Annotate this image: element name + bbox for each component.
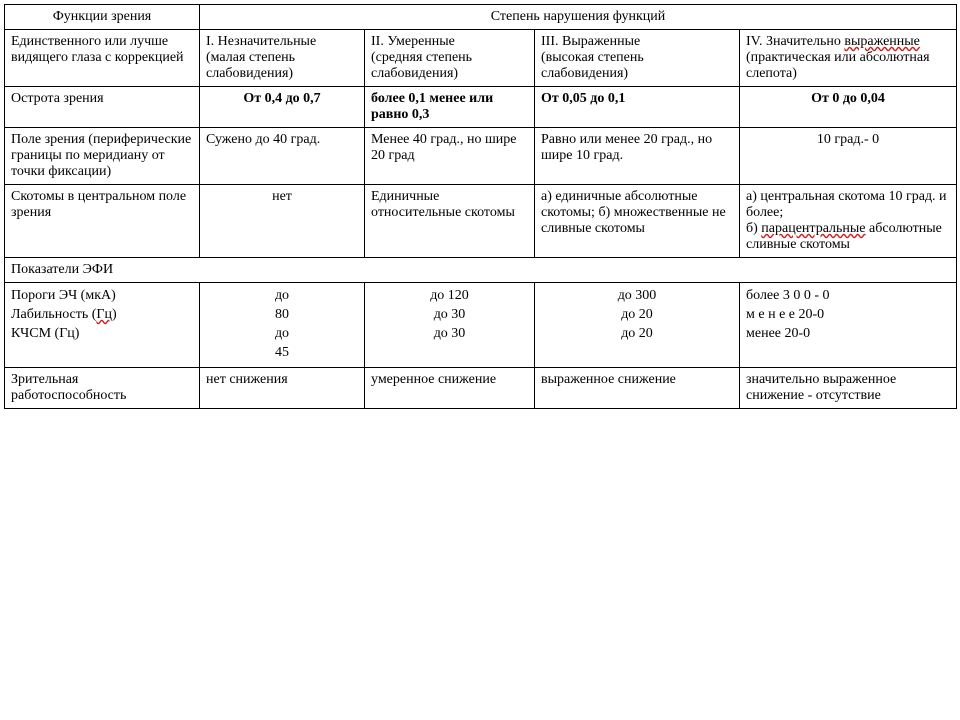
table-header-row: Функции зрения Степень нарушения функций: [5, 5, 957, 30]
efi-c4: более 3 0 0 - 0 м е н е е 20-0 менее 20-…: [740, 283, 957, 368]
severity-c3-title: III. Выраженные: [541, 34, 640, 49]
field-row: Поле зрения (периферические границы по м…: [5, 128, 957, 185]
efi-c3-v3: до 20: [541, 325, 733, 344]
vision-impairment-table: Функции зрения Степень нарушения функций…: [4, 4, 957, 409]
efi-c2-v3: до 30: [371, 325, 528, 344]
efi-c1-v4: 45: [206, 344, 358, 363]
acuity-c4: От 0 до 0,04: [740, 87, 957, 128]
work-c2: умеренное снижение: [365, 367, 535, 408]
acuity-row: Острота зрения От 0,4 до 0,7 более 0,1 м…: [5, 87, 957, 128]
efi-c3: до 300 до 20 до 20: [535, 283, 740, 368]
work-label: Зрительная работоспособность: [5, 367, 200, 408]
efi-row: Пороги ЭЧ (мкА) Лабильность (Гц) КЧСМ (Г…: [5, 283, 957, 368]
scotoma-label: Скотомы в центральном поле зрения: [5, 185, 200, 258]
efi-c2: до 120 до 30 до 30: [365, 283, 535, 368]
severity-row-label: Единственного или лучше видящего глаза с…: [5, 30, 200, 87]
efi-label-l2-post: ): [112, 307, 117, 322]
scotoma-c4-a: а) центральная скотома 10 град. и более;: [746, 189, 947, 220]
efi-c3-v2: до 20: [541, 306, 733, 325]
field-c2: Менее 40 град., но шире 20 град: [365, 128, 535, 185]
severity-col-1: I. Незначительные (малая степень слабови…: [200, 30, 365, 87]
field-c1: Сужено до 40 град.: [200, 128, 365, 185]
scotoma-row: Скотомы в центральном поле зрения нет Ед…: [5, 185, 957, 258]
efi-header-row: Показатели ЭФИ: [5, 258, 957, 283]
scotoma-c4-wavy: парацентральные: [761, 221, 865, 236]
efi-label-l2-pre: Лабильность (: [11, 307, 96, 322]
efi-c1-v1: до: [206, 287, 358, 306]
work-c1: нет снижения: [200, 367, 365, 408]
scotoma-c4: а) центральная скотома 10 град. и более;…: [740, 185, 957, 258]
field-c3: Равно или менее 20 град., но шире 10 гра…: [535, 128, 740, 185]
efi-c2-v1: до 120: [371, 287, 528, 306]
scotoma-c1: нет: [200, 185, 365, 258]
severity-c4-sub: (практическая или абсолютная слепота): [746, 50, 930, 81]
severity-c2-sub: (средняя степень слабовидения): [371, 50, 472, 81]
work-c4: значительно выраженное снижение - отсутс…: [740, 367, 957, 408]
work-c3: выраженное снижение: [535, 367, 740, 408]
efi-c1-v2: 80: [206, 306, 358, 325]
efi-c1: до 80 до 45: [200, 283, 365, 368]
efi-c1-v3: до: [206, 325, 358, 344]
field-label: Поле зрения (периферические границы по м…: [5, 128, 200, 185]
severity-c4-pre: IV. Значительно: [746, 34, 841, 49]
severity-c4-wavy: выраженные: [844, 34, 920, 49]
scotoma-c3: а) единичные абсолютные скотомы; б) множ…: [535, 185, 740, 258]
severity-c2-title: II. Умеренные: [371, 34, 455, 49]
efi-c4-v2: м е н е е 20-0: [746, 306, 950, 325]
efi-label-l1: Пороги ЭЧ (мкА): [11, 287, 193, 306]
work-row: Зрительная работоспособность нет снижени…: [5, 367, 957, 408]
efi-label-l2-wavy: Гц: [96, 307, 112, 322]
efi-c4-v1: более 3 0 0 - 0: [746, 287, 950, 306]
severity-c3-sub: (высокая степень слабовидения): [541, 50, 644, 81]
severity-c1-sub: (малая степень слабовидения): [206, 50, 295, 81]
efi-label-l3: КЧСМ (Гц): [11, 325, 193, 344]
efi-header: Показатели ЭФИ: [5, 258, 957, 283]
efi-c4-v3: менее 20-0: [746, 325, 950, 344]
severity-col-4: IV. Значительно выраженные (практическая…: [740, 30, 957, 87]
header-left: Функции зрения: [5, 5, 200, 30]
acuity-c1: От 0,4 до 0,7: [200, 87, 365, 128]
efi-label: Пороги ЭЧ (мкА) Лабильность (Гц) КЧСМ (Г…: [5, 283, 200, 368]
severity-c1-title: I. Незначительные: [206, 34, 316, 49]
severity-col-3: III. Выраженные (высокая степень слабови…: [535, 30, 740, 87]
severity-col-2: II. Умеренные (средняя степень слабовиде…: [365, 30, 535, 87]
efi-c3-v1: до 300: [541, 287, 733, 306]
acuity-c2: более 0,1 менее или равно 0,3: [365, 87, 535, 128]
header-right: Степень нарушения функций: [200, 5, 957, 30]
field-c4: 10 град.- 0: [740, 128, 957, 185]
acuity-label: Острота зрения: [5, 87, 200, 128]
scotoma-c4-b-pre: б): [746, 221, 761, 236]
acuity-c3: От 0,05 до 0,1: [535, 87, 740, 128]
efi-c2-v2: до 30: [371, 306, 528, 325]
severity-row: Единственного или лучше видящего глаза с…: [5, 30, 957, 87]
scotoma-c2: Единичные относительные скотомы: [365, 185, 535, 258]
